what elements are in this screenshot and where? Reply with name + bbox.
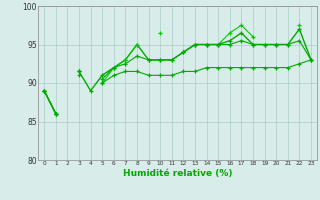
- X-axis label: Humidité relative (%): Humidité relative (%): [123, 169, 232, 178]
